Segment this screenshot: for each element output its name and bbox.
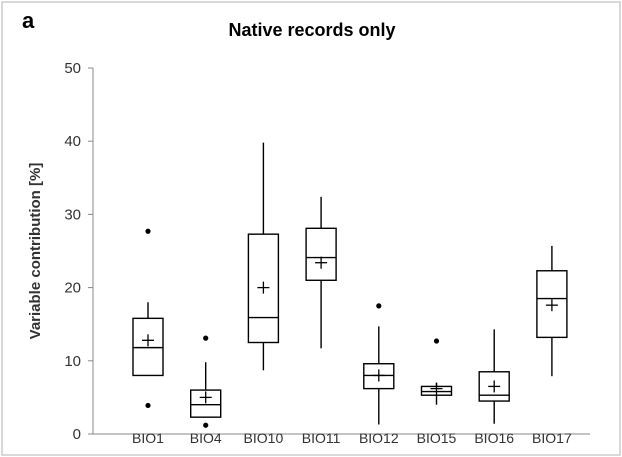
category-label: BIO12 [359,430,399,446]
box-bio11 [305,196,337,349]
y-tick-label: 10 [64,353,81,370]
category-label: BIO10 [244,430,284,446]
box-bio4 [189,335,222,428]
box-bio16 [478,329,510,424]
chart-title: Native records only [228,20,395,40]
y-tick-label: 40 [64,133,81,150]
box-bio15 [420,338,453,405]
box-layer [132,142,568,428]
outlier-point [433,338,440,344]
category-label: BIO11 [302,430,341,446]
y-tick-label: 30 [64,206,81,223]
panel-label: a [22,8,35,33]
y-tick-label: 50 [64,60,81,77]
category-label: BIO15 [417,430,457,446]
category-label: BIO1 [132,430,164,446]
y-tick-label: 0 [73,426,81,443]
box-bio12 [363,303,395,425]
category-label: BIO4 [190,430,222,446]
box-body [132,317,164,377]
category-labels: BIO1 BIO4 BIO10 BIO11 BIO12 BIO15 BIO16 BIO17 [132,430,572,446]
y-tick-label: 20 [64,280,81,297]
outlier-point [145,402,151,409]
outlier-point [145,228,151,234]
box-bio10 [247,142,280,371]
outlier-point [203,422,209,428]
outlier-point [203,335,209,341]
axis-layer: 0 10 20 30 40 50 [64,60,590,443]
box-body [305,227,337,281]
y-axis-title: Variable contribution [%] [27,163,44,340]
category-label: BIO16 [474,430,514,446]
category-label: BIO17 [532,430,572,446]
outlier-point [376,303,382,309]
box-bio17 [536,245,568,377]
box-bio1 [132,228,164,409]
